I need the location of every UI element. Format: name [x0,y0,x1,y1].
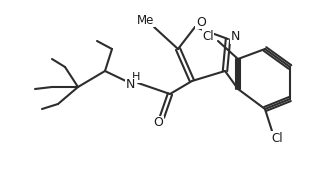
Text: N: N [230,30,240,43]
Text: N: N [125,78,135,91]
Text: Cl: Cl [271,132,283,145]
Text: Me: Me [137,13,155,26]
Text: O: O [153,116,163,129]
Text: O: O [196,15,206,29]
Text: Cl: Cl [202,29,214,43]
Text: H: H [132,72,140,82]
